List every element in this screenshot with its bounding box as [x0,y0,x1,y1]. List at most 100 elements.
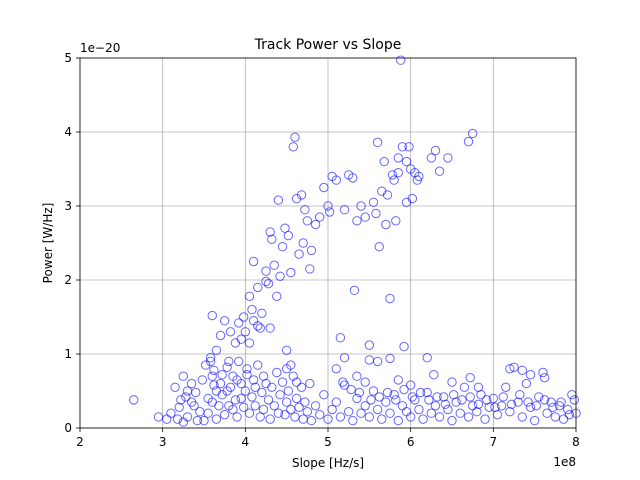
data-point [538,367,548,378]
x-offset-label: 1e8 [553,455,576,469]
axis-ticks: 2 3 4 5 6 7 8 0 1 2 3 4 5 [64,51,579,449]
data-point [331,397,341,407]
data-point [366,395,376,405]
data-point [306,245,317,256]
data-point [244,338,255,348]
data-point [364,355,375,365]
data-point [490,402,500,412]
data-point [294,249,304,259]
data-point [306,415,317,426]
data-point [319,390,329,400]
data-point [236,378,246,389]
data-point [199,415,209,426]
data-point [352,393,362,404]
data-point [515,390,525,400]
data-point [207,310,217,321]
data-point [534,392,544,402]
y-tick-label: 5 [64,51,72,65]
data-point [267,234,277,245]
data-point [339,205,350,215]
data-point [291,393,302,404]
x-tick-label: 6 [407,435,415,449]
y-tick-label: 3 [64,199,72,213]
data-point [405,380,416,390]
chart-title: Track Power vs Slope [254,37,402,53]
data-point [219,316,230,326]
data-point [338,377,348,387]
data-point [443,153,453,163]
data-point [191,387,201,398]
data-point [414,171,424,182]
y-tick-label: 0 [64,421,72,435]
data-point [225,382,236,392]
data-point [396,55,406,65]
data-point [257,308,267,318]
data-point [525,402,536,412]
data-point [404,142,414,152]
data-point [209,365,219,375]
data-point [339,353,350,363]
data-point [379,156,389,167]
data-point [129,395,139,405]
data-point [186,378,197,389]
data-point [401,156,412,167]
data-point [195,407,205,417]
data-point [569,395,580,405]
data-point [265,414,275,424]
data-point [181,392,191,402]
data-point [265,227,275,237]
data-point [377,414,387,424]
data-point [207,371,217,381]
data-point [242,364,252,374]
data-point [186,397,197,407]
data-point [286,267,296,278]
data-point [247,392,257,402]
data-point [222,362,232,373]
data-point [546,397,556,407]
data-point [205,356,216,367]
data-point [401,407,412,417]
data-point [372,356,383,367]
data-point [294,402,304,412]
data-point [240,386,251,396]
data-point [360,401,370,411]
x-axis-label: Slope [Hz/s] [292,456,364,470]
data-point [501,382,511,392]
data-point [230,395,241,405]
data-point [465,372,475,383]
data-point [178,371,189,381]
data-point [263,279,274,289]
data-point [529,415,540,426]
data-point [513,397,523,407]
data-point [348,415,358,426]
data-point [288,142,298,152]
data-point [558,414,569,424]
data-point [415,387,426,398]
data-point [263,395,274,405]
data-point [302,407,313,417]
data-point [192,415,203,426]
data-point [368,197,379,208]
data-point [323,414,333,424]
data-point [422,387,432,398]
data-point [275,271,285,281]
data-point [269,260,279,270]
data-point [360,377,370,387]
data-point [364,340,375,350]
data-point [257,387,267,398]
data-point [374,392,384,402]
data-point [162,414,172,424]
data-point [393,375,403,385]
data-point [248,316,259,326]
data-point [564,409,575,420]
data-point [397,401,408,411]
data-point [153,412,164,422]
data-point [315,409,325,420]
data-point [335,333,346,343]
data-point [521,378,532,389]
data-point [472,407,482,417]
data-point [203,408,213,418]
data-point [217,370,227,380]
data-point [215,378,226,389]
data-point [422,353,432,363]
